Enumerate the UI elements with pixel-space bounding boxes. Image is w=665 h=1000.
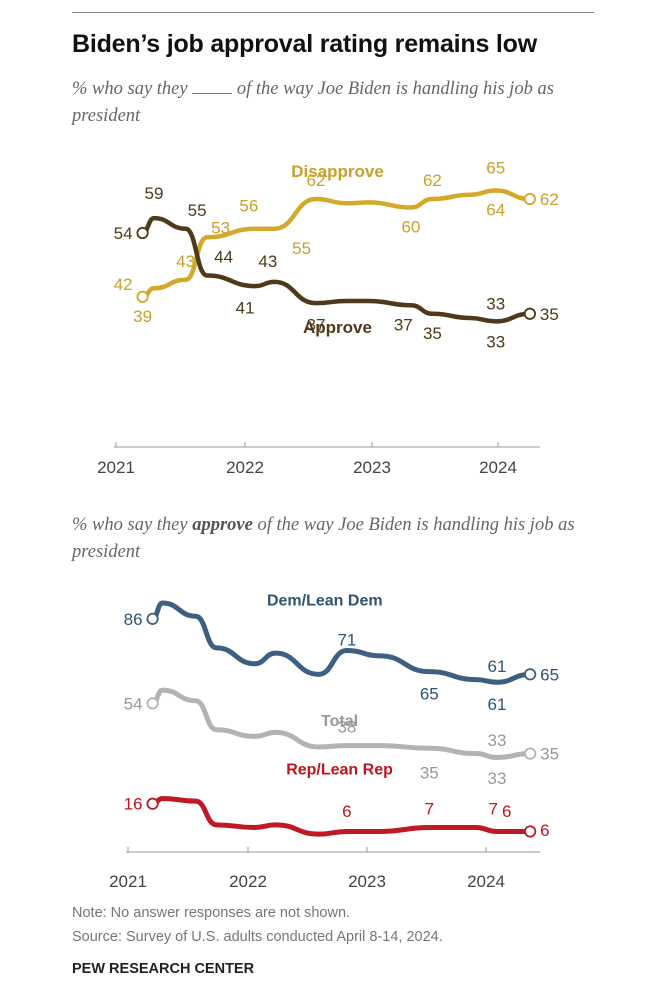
data-label: 62 xyxy=(423,171,442,190)
endpoint-marker xyxy=(524,668,537,681)
data-label: 7 xyxy=(489,800,498,819)
data-label: 33 xyxy=(487,731,506,750)
endpoint-marker xyxy=(524,747,537,760)
data-label: 42 xyxy=(114,275,133,294)
data-label: 7 xyxy=(425,800,434,819)
data-label: 65 xyxy=(540,665,559,684)
brand-logo-text: PEW RESEARCH CENTER xyxy=(72,961,255,977)
endpoint-marker xyxy=(523,307,536,320)
data-label: 64 xyxy=(486,201,505,220)
data-label: 60 xyxy=(401,218,420,237)
series-total: Total 54 38 35 33 33 35 xyxy=(124,687,559,788)
series-line xyxy=(150,687,533,761)
data-label: 55 xyxy=(292,239,311,258)
data-label: 35 xyxy=(420,764,439,783)
endpoint-marker xyxy=(146,612,159,625)
chart-title: Biden’s job approval rating remains low xyxy=(72,30,537,58)
series-line xyxy=(150,795,533,837)
series-name-label: Rep/Lean Rep xyxy=(286,762,393,779)
data-label: 33 xyxy=(486,294,505,313)
data-label: 33 xyxy=(487,769,506,788)
data-label: 59 xyxy=(145,184,164,203)
subtitle2-emphasis: approve xyxy=(192,515,253,535)
series-approve: Approve 54 59 55 44 41 43 37 37 35 33 33 35 xyxy=(114,184,559,352)
data-label: 55 xyxy=(188,201,207,220)
series-name-label: Total xyxy=(321,713,358,730)
data-label: 53 xyxy=(211,218,230,237)
data-label: 43 xyxy=(176,252,195,271)
endpoint-marker xyxy=(136,290,149,303)
data-label: 61 xyxy=(487,695,506,714)
data-label: 35 xyxy=(540,305,559,324)
endpoint-marker xyxy=(523,192,536,206)
chart1-subtitle: % who say they of the way Joe Biden is h… xyxy=(72,76,602,130)
series-name-label: Approve xyxy=(303,318,372,337)
x-tick-label: 2021 xyxy=(109,872,147,891)
note-text: Note: No answer responses are not shown. xyxy=(72,905,351,921)
data-label: 54 xyxy=(124,694,143,713)
x-tick-label: 2023 xyxy=(348,872,386,891)
data-label: 56 xyxy=(239,197,258,216)
source-text: Source: Survey of U.S. adults conducted … xyxy=(72,929,443,945)
x-tick-label: 2024 xyxy=(467,872,505,891)
data-label: 6 xyxy=(502,802,511,821)
data-label: 54 xyxy=(114,224,133,243)
series-dem-lean-dem: Dem/Lean Dem 86 71 65 61 61 65 xyxy=(124,593,559,714)
data-label: 86 xyxy=(124,610,143,629)
x-tick-label: 2022 xyxy=(226,458,264,477)
series-line xyxy=(140,215,533,324)
data-label: 41 xyxy=(236,298,255,317)
endpoint-marker xyxy=(146,797,159,810)
x-tick-label: 2023 xyxy=(353,458,391,477)
data-label: 71 xyxy=(337,630,356,649)
data-label: 39 xyxy=(133,307,152,326)
data-label: 65 xyxy=(420,684,439,703)
data-label: 33 xyxy=(486,332,505,351)
data-label: 44 xyxy=(214,248,233,267)
data-label: 43 xyxy=(258,252,277,271)
x-tick-label: 2021 xyxy=(97,458,135,477)
data-label: 61 xyxy=(487,657,506,676)
top-rule xyxy=(72,12,594,13)
x-tick-label: 2024 xyxy=(479,458,517,477)
endpoint-marker xyxy=(146,697,159,710)
data-label: 6 xyxy=(540,821,549,840)
data-label: 38 xyxy=(337,718,356,737)
data-label: 6 xyxy=(342,802,351,821)
series-name-label: Disapprove xyxy=(291,162,384,181)
subtitle2-post: of the way Joe Biden is handling his job… xyxy=(72,515,575,562)
data-label: 62 xyxy=(540,190,559,209)
series-name-label: Dem/Lean Dem xyxy=(267,593,383,610)
data-label: 65 xyxy=(486,158,505,177)
chart2-subtitle: % who say they approve of the way Joe Bi… xyxy=(72,512,602,566)
data-label: 62 xyxy=(307,171,326,190)
data-label: 16 xyxy=(124,795,143,814)
data-label: 37 xyxy=(307,315,326,334)
data-label: 37 xyxy=(394,315,413,334)
subtitle2-pre: % who say they xyxy=(72,515,188,535)
subtitle1-blank xyxy=(192,79,233,94)
series-line xyxy=(140,188,533,299)
data-label: 35 xyxy=(423,324,442,343)
data-label: 35 xyxy=(540,745,559,764)
subtitle1-pre: % who say they xyxy=(72,79,188,99)
endpoint-marker xyxy=(136,226,149,240)
endpoint-marker xyxy=(524,825,537,838)
subtitle1-post: of the way Joe Biden is handling his job… xyxy=(72,79,554,126)
x-tick-label: 2022 xyxy=(229,872,267,891)
series-line xyxy=(150,600,533,685)
